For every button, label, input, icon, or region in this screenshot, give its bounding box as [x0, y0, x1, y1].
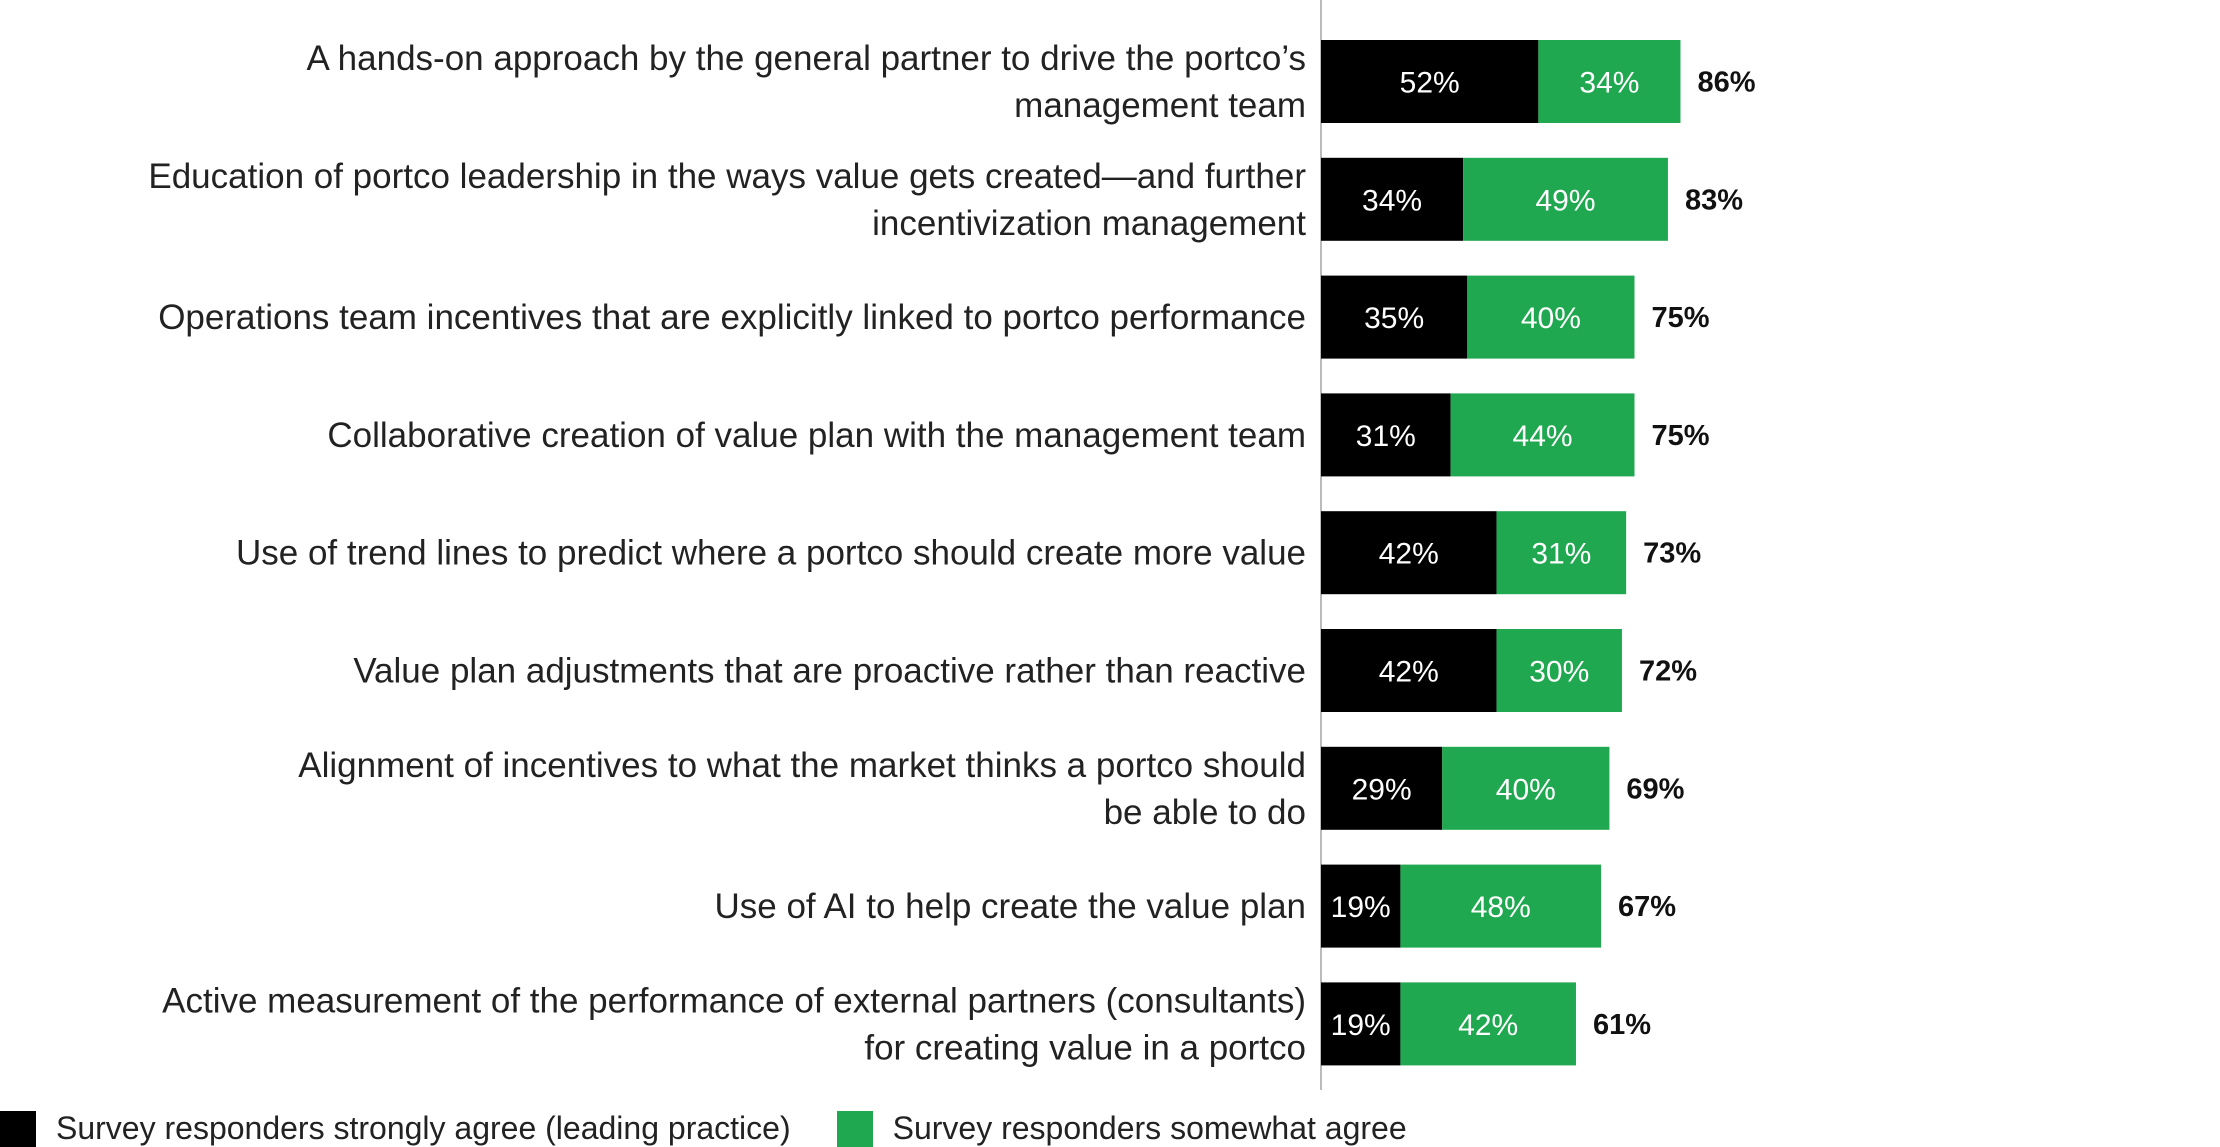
bar-strongly-agree — [1321, 40, 1539, 123]
data-label-somewhat-agree: 34% — [1579, 67, 1639, 100]
category-label: Collaborative creation of value plan wit… — [327, 416, 1306, 455]
category-label: Alignment of incentives to what the mark… — [298, 746, 1306, 832]
data-label-strongly-agree: 42% — [1379, 656, 1439, 689]
category-label-line: Active measurement of the performance of… — [162, 981, 1306, 1020]
category-label-line: management team — [1014, 86, 1306, 125]
category-label-line: Operations team incentives that are expl… — [158, 298, 1306, 337]
total-label: 69% — [1626, 773, 1684, 805]
bar-somewhat-agree — [1450, 393, 1635, 477]
category-label-line: for creating value in a portco — [864, 1028, 1306, 1067]
stacked-bar-chart: A hands-on approach by the general partn… — [148, 0, 1756, 1090]
total-label: 67% — [1618, 891, 1676, 923]
data-label-somewhat-agree: 40% — [1521, 302, 1581, 335]
legend-item-somewhat-agree: Survey responders somewhat agree — [836, 1110, 1407, 1147]
legend: Survey responders strongly agree (leadin… — [0, 1110, 1453, 1147]
category-label-line: be able to do — [1104, 793, 1306, 832]
total-label: 86% — [1697, 67, 1755, 99]
legend-label-strongly-agree: Survey responders strongly agree (leadin… — [56, 1110, 791, 1146]
total-label: 83% — [1685, 184, 1743, 216]
data-label-somewhat-agree: 44% — [1513, 420, 1573, 453]
bar-strongly-agree — [1321, 746, 1443, 830]
bar-strongly-agree — [1321, 157, 1464, 241]
total-label: 75% — [1652, 302, 1710, 334]
data-label-strongly-agree: 19% — [1331, 891, 1391, 924]
bar-somewhat-agree — [1400, 982, 1576, 1066]
bar-somewhat-agree — [1442, 746, 1610, 830]
legend-swatch-somewhat-agree — [836, 1110, 873, 1147]
bar-somewhat-agree — [1467, 275, 1635, 359]
data-label-somewhat-agree: 30% — [1529, 656, 1589, 689]
category-label-line: incentivization management — [872, 204, 1306, 243]
data-label-strongly-agree: 29% — [1352, 773, 1412, 806]
legend-item-strongly-agree: Survey responders strongly agree (leadin… — [0, 1110, 791, 1147]
bar-somewhat-agree — [1463, 157, 1668, 241]
category-label: Operations team incentives that are expl… — [158, 298, 1306, 337]
data-label-somewhat-agree: 48% — [1471, 891, 1531, 924]
legend-label-somewhat-agree: Survey responders somewhat agree — [892, 1110, 1407, 1146]
bar-somewhat-agree — [1400, 864, 1602, 948]
data-label-strongly-agree: 34% — [1362, 184, 1422, 217]
category-label-line: Collaborative creation of value plan wit… — [327, 416, 1306, 455]
data-label-strongly-agree: 52% — [1400, 67, 1460, 100]
category-label: Education of portco leadership in the wa… — [148, 157, 1306, 243]
bars-group: A hands-on approach by the general partn… — [148, 39, 1755, 1067]
category-label-line: Alignment of incentives to what the mark… — [298, 746, 1306, 785]
category-label: A hands-on approach by the general partn… — [307, 39, 1306, 125]
bar-somewhat-agree — [1496, 511, 1627, 595]
bar-strongly-agree — [1321, 393, 1451, 477]
bar-somewhat-agree — [1496, 629, 1622, 712]
category-label: Active measurement of the performance of… — [162, 981, 1306, 1067]
bar-strongly-agree — [1321, 864, 1401, 948]
category-label-line: Use of AI to help create the value plan — [715, 887, 1307, 926]
total-label: 72% — [1639, 656, 1697, 688]
data-label-strongly-agree: 31% — [1356, 420, 1416, 453]
category-label: Use of AI to help create the value plan — [715, 887, 1307, 926]
data-label-somewhat-agree: 31% — [1531, 538, 1591, 571]
data-label-strongly-agree: 42% — [1379, 538, 1439, 571]
category-label-line: A hands-on approach by the general partn… — [307, 39, 1306, 78]
bar-strongly-agree — [1321, 982, 1401, 1066]
data-label-somewhat-agree: 49% — [1536, 184, 1596, 217]
total-label: 73% — [1643, 538, 1701, 570]
category-label: Use of trend lines to predict where a po… — [236, 534, 1306, 573]
bar-somewhat-agree — [1538, 40, 1681, 123]
category-label: Value plan adjustments that are proactiv… — [353, 652, 1306, 691]
total-label: 75% — [1652, 420, 1710, 452]
category-label-line: Education of portco leadership in the wa… — [148, 157, 1306, 196]
category-label-line: Use of trend lines to predict where a po… — [236, 534, 1306, 573]
bar-strongly-agree — [1321, 275, 1468, 359]
data-label-strongly-agree: 35% — [1364, 302, 1424, 335]
data-label-somewhat-agree: 40% — [1496, 773, 1556, 806]
data-label-strongly-agree: 19% — [1331, 1009, 1391, 1042]
total-label: 61% — [1593, 1009, 1651, 1041]
bar-strongly-agree — [1321, 511, 1497, 595]
data-label-somewhat-agree: 42% — [1458, 1009, 1518, 1042]
category-label-line: Value plan adjustments that are proactiv… — [353, 652, 1306, 691]
bar-strongly-agree — [1321, 629, 1497, 712]
legend-swatch-strongly-agree — [0, 1110, 36, 1147]
